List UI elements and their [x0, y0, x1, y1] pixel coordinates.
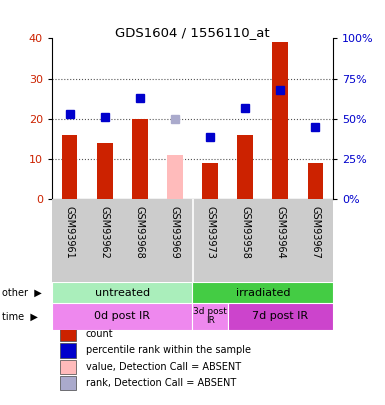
Bar — [132, 119, 148, 199]
Text: rank, Detection Call = ABSENT: rank, Detection Call = ABSENT — [86, 378, 236, 388]
Text: GSM93962: GSM93962 — [100, 206, 110, 259]
Text: untreated: untreated — [95, 288, 150, 298]
Text: other  ▶: other ▶ — [2, 288, 42, 298]
Bar — [60, 360, 76, 374]
Bar — [308, 163, 323, 199]
Text: value, Detection Call = ABSENT: value, Detection Call = ABSENT — [86, 362, 241, 372]
Bar — [60, 376, 76, 390]
Bar — [167, 155, 183, 199]
Text: GSM93967: GSM93967 — [310, 206, 320, 259]
Text: GSM93968: GSM93968 — [135, 206, 145, 259]
Bar — [192, 282, 333, 303]
Bar — [228, 303, 333, 330]
Bar — [62, 135, 77, 199]
Text: GSM93961: GSM93961 — [65, 206, 75, 259]
Text: 7d post IR: 7d post IR — [252, 311, 308, 322]
Bar — [60, 343, 76, 358]
Bar — [60, 327, 76, 341]
Text: GSM93964: GSM93964 — [275, 206, 285, 259]
Text: count: count — [86, 329, 113, 339]
Text: 0d post IR: 0d post IR — [94, 311, 150, 322]
Text: percentile rank within the sample: percentile rank within the sample — [86, 345, 251, 356]
Bar — [273, 43, 288, 199]
Text: GSM93973: GSM93973 — [205, 206, 215, 259]
Text: time  ▶: time ▶ — [2, 311, 38, 322]
Bar — [192, 303, 228, 330]
Bar — [97, 143, 112, 199]
Bar — [52, 303, 192, 330]
Text: 3d post
IR: 3d post IR — [193, 307, 227, 326]
Text: GSM93969: GSM93969 — [170, 206, 180, 259]
Text: GSM93958: GSM93958 — [240, 206, 250, 259]
Bar — [202, 163, 218, 199]
Text: irradiated: irradiated — [236, 288, 290, 298]
Bar — [237, 135, 253, 199]
Text: GDS1604 / 1556110_at: GDS1604 / 1556110_at — [115, 26, 270, 39]
Bar — [52, 282, 192, 303]
